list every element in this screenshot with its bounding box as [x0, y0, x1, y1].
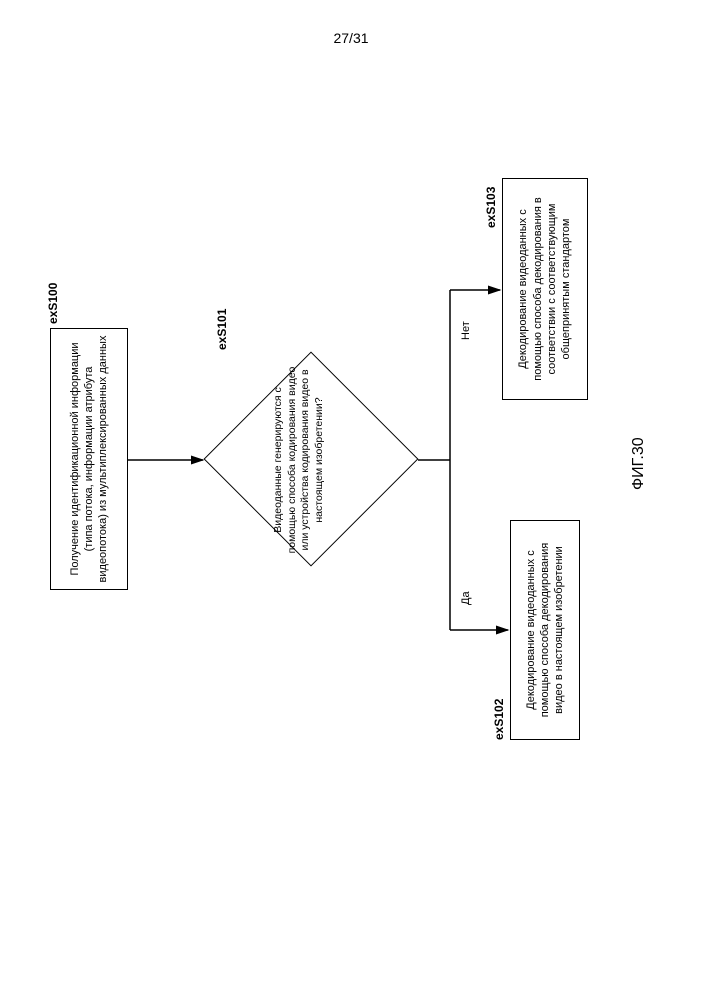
node-s103: Декодирование видеоданных с помощью спос… [502, 178, 588, 400]
label-s102: exS102 [492, 699, 506, 740]
branch-yes: Да [460, 591, 472, 605]
label-s101: exS101 [215, 309, 229, 350]
branch-no: Нет [460, 321, 472, 340]
label-s100: exS100 [46, 283, 60, 324]
node-s101-text: Видеоданные генерируются с помощью спосо… [272, 365, 327, 555]
node-s100-text: Получение идентификационной информации (… [68, 335, 111, 583]
page-number: 27/31 [333, 30, 368, 46]
node-s103-text: Декодирование видеоданных с помощью спос… [516, 185, 573, 393]
node-s100: Получение идентификационной информации (… [50, 328, 128, 590]
label-s103: exS103 [484, 187, 498, 228]
node-s102: Декодирование видеоданных с помощью спос… [510, 520, 580, 740]
figure-caption: ФИГ.30 [630, 437, 648, 490]
flowchart: Получение идентификационной информации (… [40, 160, 660, 780]
node-s102-text: Декодирование видеоданных с помощью спос… [524, 527, 567, 733]
